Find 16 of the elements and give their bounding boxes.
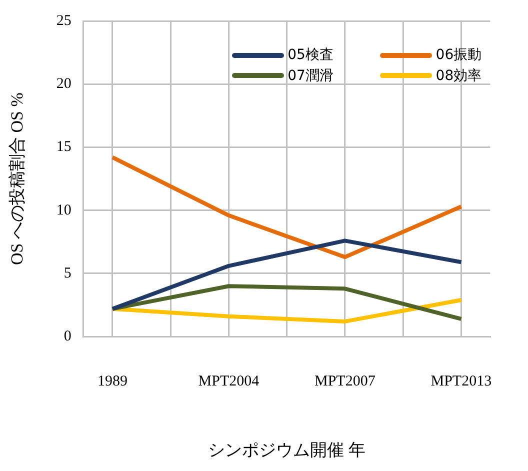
y-tick-label: 15 [56, 139, 72, 156]
y-tick-label: 5 [64, 265, 72, 282]
legend-label: 05検査 [288, 46, 334, 64]
legend-label: 06振動 [436, 46, 482, 64]
x-tick-label: MPT2004 [198, 374, 260, 390]
x-tick-label: MPT2007 [314, 374, 376, 390]
legend-label: 08効率 [436, 66, 482, 85]
x-tick-label: 1989 [97, 374, 128, 390]
y-tick-label: 10 [56, 202, 72, 218]
y-tick-label: 25 [56, 12, 72, 29]
y-axis-title: OS への投稿割合 OS % [8, 92, 27, 265]
legend-label: 07潤滑 [288, 66, 334, 85]
x-tick-label: MPT2013 [430, 374, 492, 390]
y-tick-label: 0 [64, 328, 72, 345]
x-axis-title: シンポジウム開催 年 [208, 440, 366, 460]
y-tick-label: 20 [56, 76, 72, 92]
